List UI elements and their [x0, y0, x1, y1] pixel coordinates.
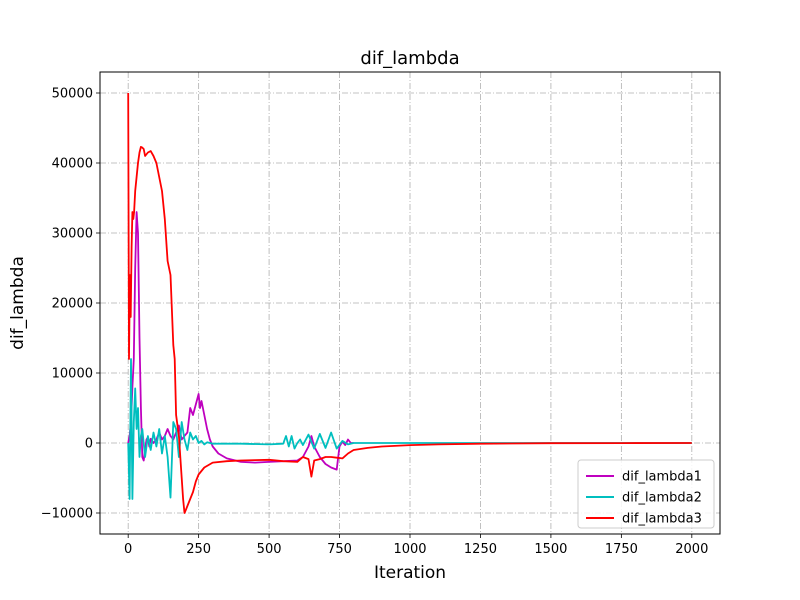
y-tick-label: 20000 [52, 297, 93, 312]
y-tick-label: 40000 [52, 157, 93, 172]
x-tick-label: 250 [186, 542, 211, 557]
series-layer [127, 92, 692, 514]
x-axis: 0 250 500 750 1000 1250 1500 1750 2000 [124, 534, 708, 557]
x-tick-label: 750 [327, 542, 352, 557]
legend: dif_lambda1 dif_lambda2 dif_lambda3 [577, 459, 715, 529]
x-tick-label: 2000 [675, 542, 708, 557]
x-tick-label: 1750 [605, 542, 638, 557]
y-tick-label: 30000 [52, 227, 93, 242]
chart-title: dif_lambda [360, 48, 459, 69]
series-line-dif_lambda3 [127, 92, 692, 514]
plot-area [127, 92, 692, 514]
legend-label: dif_lambda2 [622, 491, 702, 506]
y-axis-label: dif_lambda [8, 256, 28, 350]
x-tick-label: 500 [257, 542, 282, 557]
y-tick-label: 50000 [52, 87, 93, 102]
y-tick-label: 0 [85, 437, 93, 452]
x-axis-label: Iteration [374, 563, 446, 583]
legend-label: dif_lambda1 [622, 470, 702, 485]
series-line-dif_lambda2 [127, 358, 692, 500]
y-axis: −10000 0 10000 20000 30000 40000 50000 [41, 87, 100, 522]
y-tick-label: 10000 [52, 367, 93, 382]
x-tick-label: 1000 [393, 542, 426, 557]
x-tick-label: 0 [124, 542, 132, 557]
y-tick-label: −10000 [41, 507, 93, 522]
legend-label: dif_lambda3 [622, 512, 702, 527]
x-tick-label: 1500 [534, 542, 567, 557]
x-tick-label: 1250 [464, 542, 497, 557]
